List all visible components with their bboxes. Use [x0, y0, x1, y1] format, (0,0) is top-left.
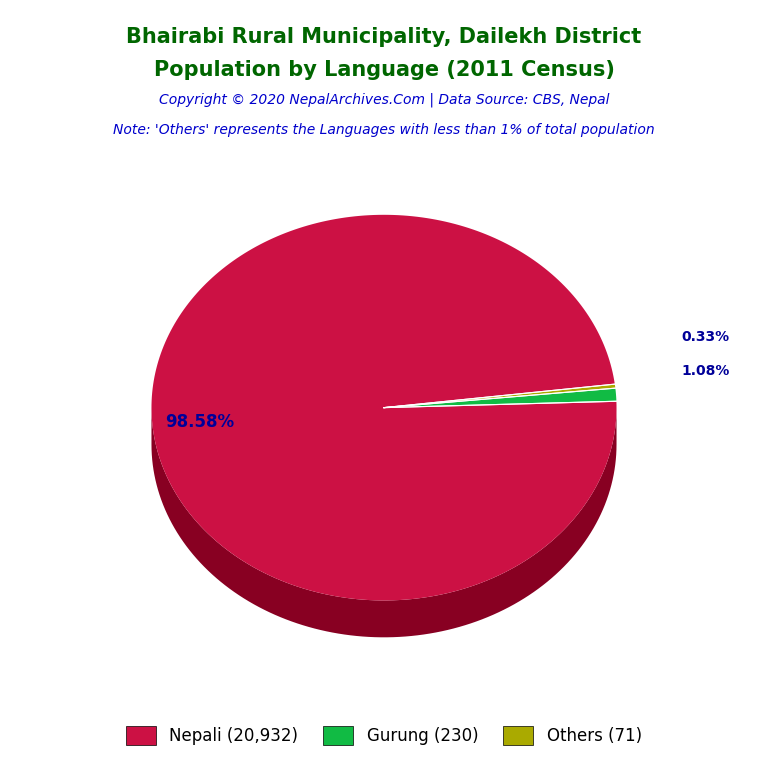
Text: 98.58%: 98.58%: [165, 413, 234, 431]
Text: Bhairabi Rural Municipality, Dailekh District: Bhairabi Rural Municipality, Dailekh Dis…: [127, 27, 641, 47]
Legend: Nepali (20,932), Gurung (230), Others (71): Nepali (20,932), Gurung (230), Others (7…: [120, 720, 648, 752]
Text: 1.08%: 1.08%: [682, 364, 730, 378]
Text: Note: 'Others' represents the Languages with less than 1% of total population: Note: 'Others' represents the Languages …: [113, 123, 655, 137]
Polygon shape: [384, 384, 615, 408]
Polygon shape: [151, 408, 617, 637]
Text: Copyright © 2020 NepalArchives.Com | Data Source: CBS, Nepal: Copyright © 2020 NepalArchives.Com | Dat…: [159, 92, 609, 107]
Polygon shape: [384, 388, 617, 408]
Polygon shape: [151, 215, 617, 601]
Text: Population by Language (2011 Census): Population by Language (2011 Census): [154, 60, 614, 80]
Text: 0.33%: 0.33%: [682, 329, 730, 344]
